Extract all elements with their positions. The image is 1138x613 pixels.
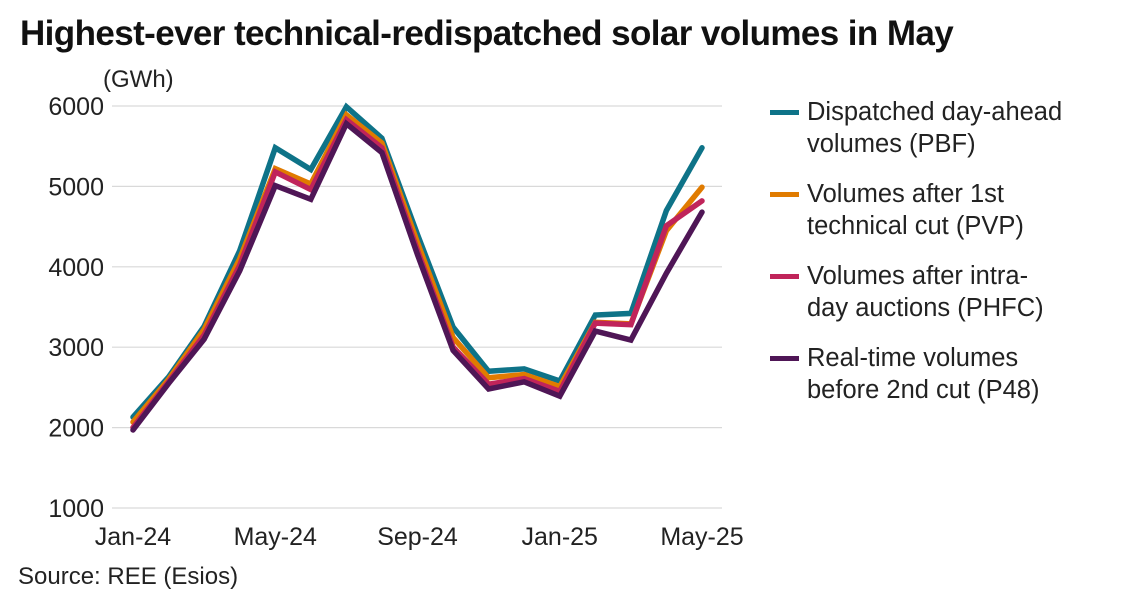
y-tick-label: 3000 <box>48 334 104 362</box>
x-axis-ticks: Jan-24 May-24 Sep-24 Jan-25 May-25 <box>95 523 744 551</box>
x-tick-label: May-24 <box>234 523 317 551</box>
series-line-pvp <box>130 110 705 425</box>
y-tick-label: 1000 <box>48 495 104 523</box>
legend-label-line2: technical cut (PVP) <box>807 212 1024 240</box>
legend-label-line2: before 2nd cut (P48) <box>807 376 1040 404</box>
legend-swatch-phfc <box>770 274 799 279</box>
series-lines <box>130 102 705 433</box>
x-tick-label: Jan-24 <box>95 523 172 551</box>
gridlines <box>112 105 722 509</box>
legend-swatch-p48 <box>770 356 799 361</box>
legend-swatch-pvp <box>770 192 799 197</box>
legend-label-line1: Volumes after 1st <box>807 180 1005 208</box>
x-tick-label: May-25 <box>660 523 743 551</box>
y-tick-label: 2000 <box>48 415 104 443</box>
y-tick-label: 5000 <box>48 173 104 201</box>
legend-item-phfc: Volumes after intra- day auctions (PHFC) <box>770 260 1135 324</box>
legend-item-pvp: Volumes after 1st technical cut (PVP) <box>770 178 1135 242</box>
legend-item-p48: Real-time volumes before 2nd cut (P48) <box>770 342 1135 406</box>
x-tick-label: Jan-25 <box>522 523 598 551</box>
legend-label-line2: volumes (PBF) <box>807 130 976 158</box>
y-tick-label: 4000 <box>48 254 104 282</box>
x-tick-label: Sep-24 <box>377 523 458 551</box>
legend-label-line1: Volumes after intra- <box>807 262 1029 290</box>
legend-swatch-pbf <box>770 110 799 115</box>
series-line-phfc <box>130 115 705 431</box>
legend-label-line1: Dispatched day-ahead <box>807 98 1063 126</box>
y-axis-ticks: 1000 2000 3000 4000 5000 6000 <box>48 93 104 523</box>
chart-title: Highest-ever technical-redispatched sola… <box>20 14 954 53</box>
y-tick-label: 6000 <box>48 93 104 121</box>
series-line-p48 <box>130 119 705 433</box>
legend-item-pbf: Dispatched day-ahead volumes (PBF) <box>770 96 1135 160</box>
y-axis-unit-label: (GWh) <box>103 66 174 93</box>
legend-label-line2: day auctions (PHFC) <box>807 294 1044 322</box>
legend-label-line1: Real-time volumes <box>807 344 1019 372</box>
legend: Dispatched day-ahead volumes (PBF) Volum… <box>770 96 1135 424</box>
source-note: Source: REE (Esios) <box>18 563 239 590</box>
